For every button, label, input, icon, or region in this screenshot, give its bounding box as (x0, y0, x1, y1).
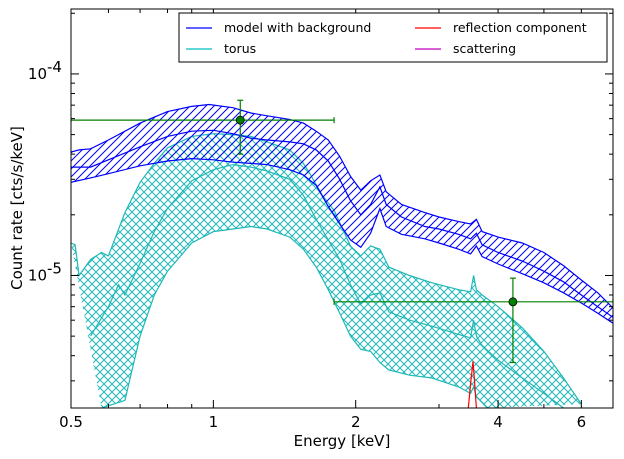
legend-label-scattering: scattering (453, 41, 516, 56)
plot-frame (70, 8, 614, 409)
data-point-2 (333, 277, 613, 364)
legend-label-reflection: reflection component (453, 20, 587, 35)
torus-middle-line (90, 163, 564, 408)
legend: model with background reflection compone… (178, 12, 608, 63)
x-tick-label: 6 (577, 413, 587, 431)
legend-label-model: model with background (224, 20, 371, 35)
x-axis-label: Energy [keV] (294, 432, 391, 450)
x-tick-label: 2 (351, 413, 361, 431)
y-tick-label: 10 (28, 266, 47, 284)
legend-label-torus: torus (224, 41, 256, 56)
y-tick-exponent: -5 (47, 259, 62, 277)
torus-lower-line (101, 225, 488, 408)
y-tick-exponent: -4 (47, 58, 62, 76)
y-tick-label: 10 (28, 65, 47, 83)
data-point-1 (71, 99, 335, 155)
model-upper-line (71, 103, 613, 309)
data-marker (235, 115, 245, 125)
model-lower-line (71, 157, 613, 324)
data-marker (508, 297, 518, 307)
x-tick-label: 0.5 (59, 413, 83, 431)
x-tick-label: 1 (209, 413, 219, 431)
reflection-line (467, 361, 477, 408)
torus-band (71, 133, 582, 408)
legend-box (178, 12, 608, 63)
y-axis-label: Count rate [cts/s/keV] (8, 126, 26, 290)
x-tick-label: 4 (493, 413, 503, 431)
model-middle-line (71, 129, 613, 318)
